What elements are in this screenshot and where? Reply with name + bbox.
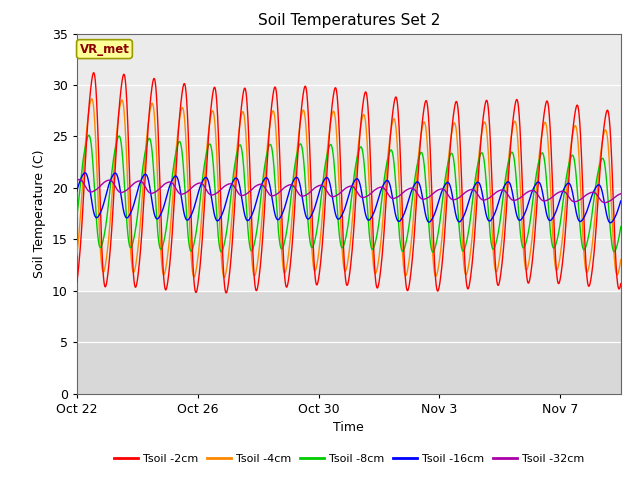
Y-axis label: Soil Temperature (C): Soil Temperature (C) <box>33 149 46 278</box>
Bar <box>77 291 621 394</box>
Legend: Tsoil -2cm, Tsoil -4cm, Tsoil -8cm, Tsoil -16cm, Tsoil -32cm: Tsoil -2cm, Tsoil -4cm, Tsoil -8cm, Tsoi… <box>109 450 588 468</box>
X-axis label: Time: Time <box>333 421 364 434</box>
Text: VR_met: VR_met <box>79 43 129 56</box>
Title: Soil Temperatures Set 2: Soil Temperatures Set 2 <box>258 13 440 28</box>
